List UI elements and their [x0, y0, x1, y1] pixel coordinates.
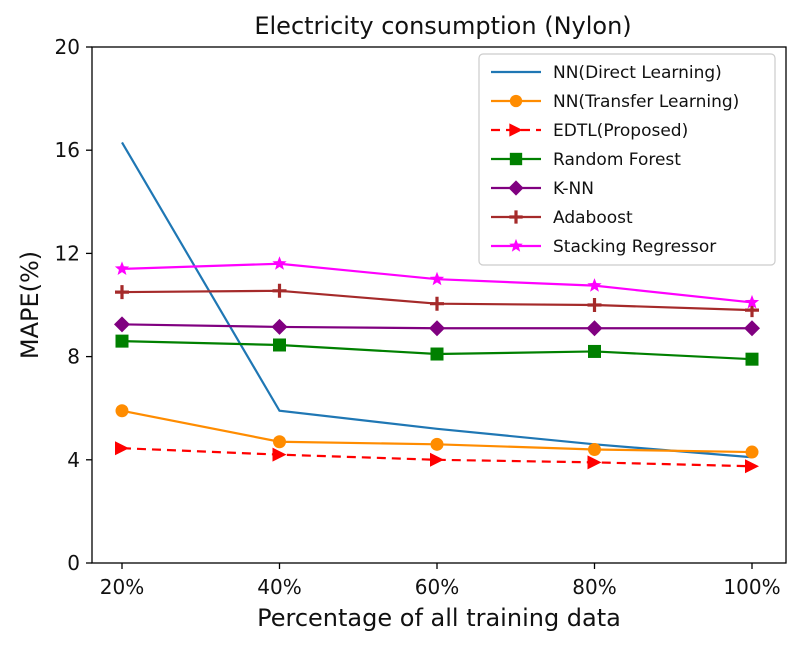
data-point-stacking-regressor	[587, 278, 602, 292]
y-tick-label: 12	[55, 241, 80, 265]
x-tick-label: 40%	[257, 575, 301, 599]
legend-item-adaboost: Adaboost	[491, 208, 633, 228]
legend-item-edtl-proposed: EDTL(Proposed)	[491, 121, 688, 141]
x-tick-label: 60%	[415, 575, 459, 599]
data-point-adaboost	[115, 285, 129, 300]
legend-box	[478, 53, 776, 266]
series-nn-transfer-learning	[115, 404, 759, 459]
data-point-nn-transfer-learning	[115, 404, 129, 418]
data-point-k-nn	[586, 320, 603, 337]
legend-item-k-nn: K-NN	[491, 179, 594, 199]
y-tick-label: 16	[55, 138, 80, 162]
x-axis: 20% 40% 60% 80% 100%	[100, 563, 781, 599]
data-point-edtl-proposed	[115, 441, 129, 456]
data-point-nn-transfer-learning	[745, 445, 759, 459]
series-edtl-proposed	[115, 441, 759, 474]
legend-label: Random Forest	[553, 150, 681, 170]
data-point-edtl-proposed	[745, 459, 759, 474]
legend-label: NN(Direct Learning)	[553, 63, 722, 83]
legend-item-nn-direct-learning: NN(Direct Learning)	[491, 63, 722, 83]
y-tick-label: 4	[67, 448, 80, 472]
data-point-stacking-regressor	[114, 261, 130, 275]
data-point-edtl-proposed	[272, 447, 287, 462]
data-point-random-forest	[745, 352, 759, 366]
legend-label: Stacking Regressor	[553, 237, 716, 257]
legend-marker	[509, 152, 523, 166]
data-point-edtl-proposed	[430, 452, 444, 467]
x-tick-label: 20%	[100, 575, 144, 599]
x-axis-label: Percentage of all training data	[257, 604, 621, 632]
plot-frame	[91, 46, 787, 564]
data-point-adaboost	[587, 298, 602, 312]
series-random-forest	[115, 334, 759, 366]
legend-marker	[508, 180, 524, 196]
legend-marker	[509, 210, 523, 224]
legend-item-nn-transfer-learning: NN(Transfer Learning)	[491, 92, 739, 112]
legend-label: K-NN	[553, 179, 594, 199]
x-tick-label: 80%	[572, 575, 616, 599]
legend-marker	[509, 238, 523, 252]
y-tick-label: 20	[55, 35, 80, 59]
data-point-adaboost	[272, 283, 287, 298]
y-axis-label: MAPE(%)	[16, 251, 44, 359]
plot-area	[114, 141, 760, 474]
legend-marker	[509, 94, 523, 108]
legend: NN(Direct Learning) NN(Transfer Learning)…	[478, 53, 776, 266]
legend-item-random-forest: Random Forest	[491, 150, 681, 170]
series-stacking-regressor	[114, 256, 760, 309]
data-point-stacking-regressor	[272, 256, 287, 270]
legend-label: EDTL(Proposed)	[553, 121, 688, 141]
data-point-k-nn	[114, 316, 130, 333]
series-adaboost	[115, 283, 759, 318]
series-nn-direct-learning	[121, 141, 753, 459]
series-k-nn	[114, 316, 760, 337]
y-axis: 0 4 8 12 16 20	[55, 35, 92, 575]
data-point-k-nn	[429, 320, 445, 337]
data-point-random-forest	[430, 347, 444, 361]
series-line-nn-direct-learning	[121, 141, 753, 459]
legend-marker	[509, 123, 523, 137]
data-point-stacking-regressor	[429, 271, 445, 286]
data-point-nn-transfer-learning	[588, 442, 601, 456]
data-point-random-forest	[115, 334, 129, 348]
data-point-edtl-proposed	[587, 455, 602, 470]
data-point-stacking-regressor	[744, 294, 760, 309]
data-point-k-nn	[271, 318, 288, 335]
data-point-random-forest	[588, 344, 601, 358]
data-point-random-forest	[273, 338, 286, 352]
legend-label: Adaboost	[553, 208, 633, 228]
data-point-adaboost	[430, 296, 444, 311]
legend-item-stacking-regressor: Stacking Regressor	[491, 237, 716, 257]
x-tick-label: 100%	[723, 575, 780, 599]
y-tick-label: 0	[67, 551, 80, 575]
series-line-stacking-regressor	[121, 262, 753, 304]
chart-title: Electricity consumption (Nylon)	[254, 12, 631, 40]
data-point-k-nn	[744, 320, 760, 337]
data-point-nn-transfer-learning	[273, 435, 286, 449]
legend-label: NN(Transfer Learning)	[553, 92, 739, 112]
data-point-nn-transfer-learning	[430, 437, 444, 451]
y-tick-label: 8	[67, 345, 80, 369]
